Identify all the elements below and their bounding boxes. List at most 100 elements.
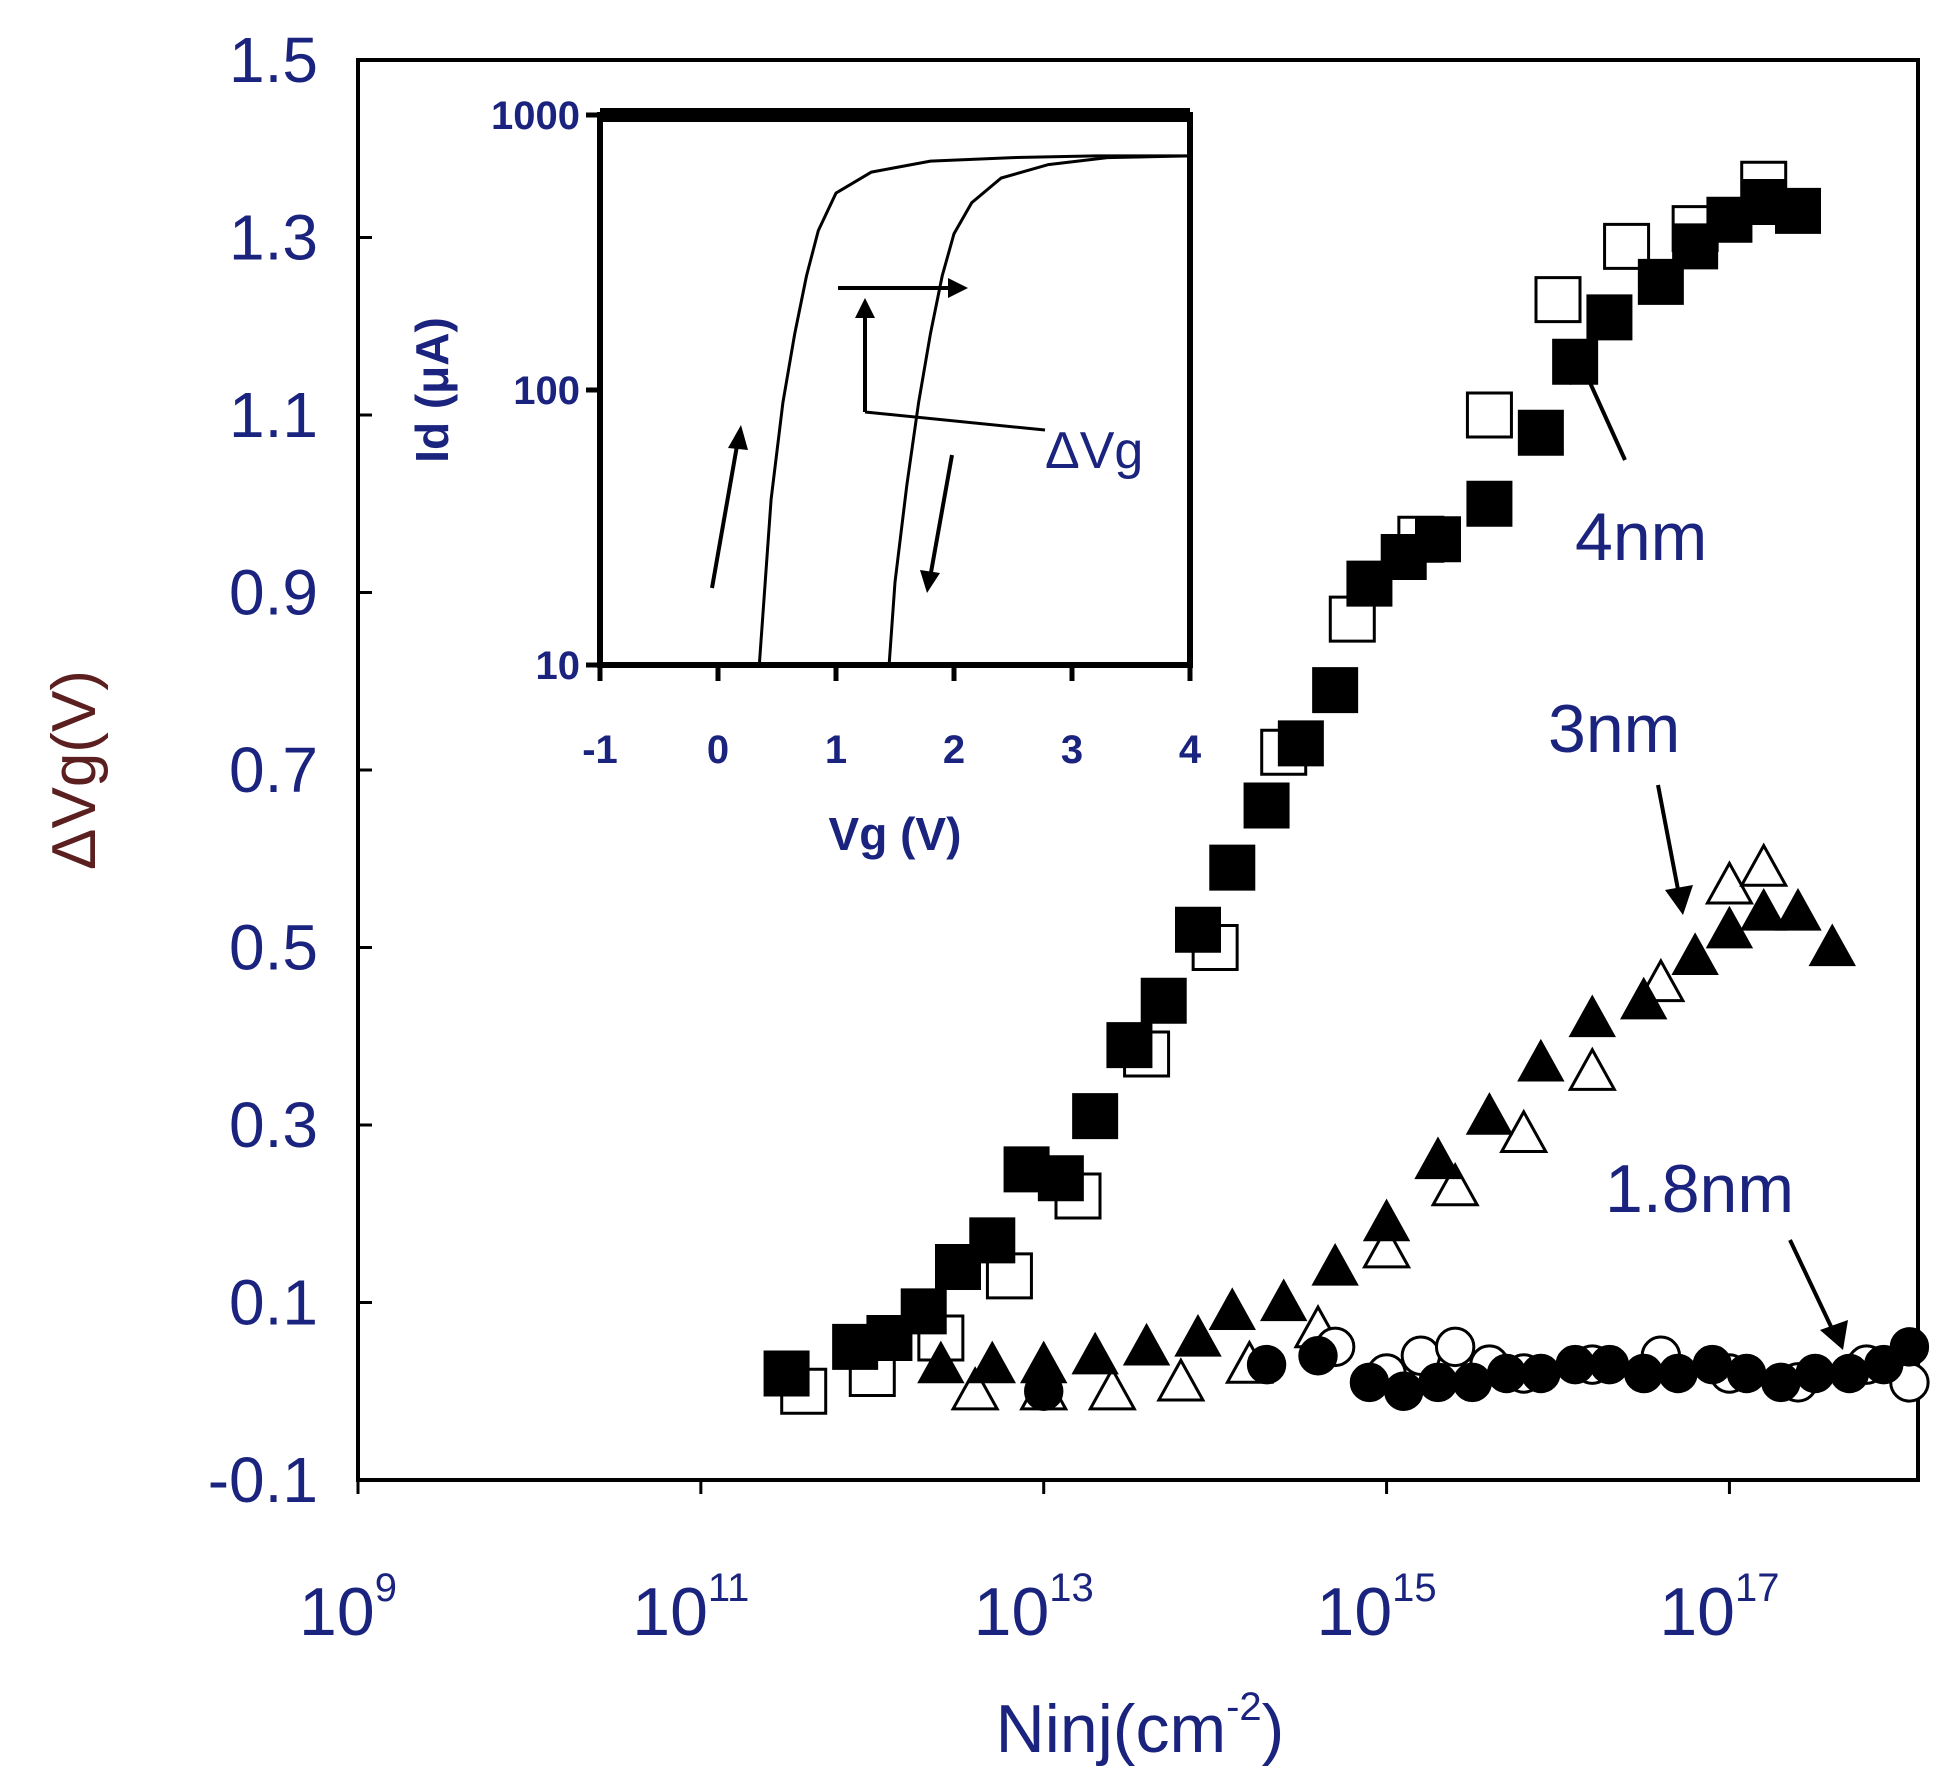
3nm-filled-point — [1620, 976, 1668, 1020]
y-tick-label: 0.9 — [229, 557, 318, 629]
3nm-filled-point — [1311, 1242, 1359, 1286]
annotation-3nm: 3nm — [1548, 691, 1680, 767]
y-axis-ticks: 1.5 1.3 1.1 0.9 0.7 0.5 0.3 0.1 -0.1 — [208, 24, 372, 1516]
y-tick-label: 1.3 — [229, 202, 318, 274]
1.8nm-filled-point — [1624, 1353, 1664, 1394]
series-layer — [763, 160, 1930, 1415]
y-tick-label: 0.3 — [229, 1089, 318, 1161]
4nm-open-point — [1534, 276, 1582, 324]
x-tick-label: 1015 — [1317, 1566, 1437, 1650]
4nm-filled-point — [1466, 480, 1513, 527]
inset-sweep-down-arrow — [928, 454, 954, 579]
inset-x-tick-label: -1 — [582, 728, 618, 772]
inset-dvg-horizontal-arrowhead — [948, 278, 968, 298]
1.8nm-filled-point — [1024, 1371, 1064, 1411]
1.8nm-filled-point — [1486, 1353, 1527, 1394]
3nm-filled-point — [1362, 1198, 1411, 1242]
inset-x-tick-label: 4 — [1179, 728, 1202, 772]
inset: -1 0 1 2 3 4 1000 100 10 Id (μA) Vg (V) ΔVg — [406, 94, 1202, 860]
3nm-filled-point — [1568, 994, 1616, 1038]
4nm-filled-point — [1072, 1093, 1119, 1140]
4nm-filled-point — [1243, 782, 1290, 829]
1.8nm-open-point — [1434, 1326, 1476, 1368]
annotation-1.8nm-arrow — [1788, 1239, 1837, 1336]
inset-curve-reverse — [887, 154, 1191, 666]
3nm-filled-point — [1671, 932, 1719, 975]
inset-dvg-vertical-arrowhead — [855, 298, 875, 318]
3nm-filled-point — [1465, 1092, 1514, 1135]
4nm-filled-point — [1775, 187, 1821, 234]
inset-ticks: -1 0 1 2 3 4 1000 100 10 — [491, 94, 1202, 772]
3nm-filled-point — [1208, 1287, 1256, 1330]
inset-x-tick-label: 2 — [943, 728, 965, 772]
annotation-4nm: 4nm — [1575, 499, 1707, 575]
1.8nm-filled-point — [1349, 1362, 1390, 1403]
y-tick-label: 1.5 — [229, 24, 318, 96]
annotation-4nm-arrow — [1580, 364, 1627, 461]
4nm-filled-point — [1312, 667, 1359, 714]
x-tick-label: 1013 — [974, 1566, 1094, 1650]
3nm-filled-point — [1174, 1313, 1222, 1357]
inset-sweep-up-arrowhead — [728, 425, 748, 450]
4nm-filled-point — [969, 1217, 1016, 1264]
4nm-filled-point — [1517, 409, 1564, 456]
inset-x-tick-label: 1 — [825, 728, 847, 772]
3nm-open-point — [1362, 1224, 1412, 1269]
3nm-open-point — [1087, 1366, 1137, 1411]
3nm-open-point — [1567, 1046, 1617, 1091]
3nm-open-point — [950, 1366, 1000, 1411]
1.8nm-filled-point — [1452, 1362, 1492, 1403]
inset-dvg-leader — [864, 410, 1046, 432]
4nm-filled-point — [1277, 720, 1324, 767]
inset-sweep-down-arrowhead — [920, 570, 940, 593]
4nm-filled-point — [1209, 844, 1256, 891]
x-axis-label: Ninj(cm-2) — [996, 1685, 1285, 1767]
3nm-filled-point — [1517, 1038, 1565, 1082]
3nm-open-point — [1704, 860, 1754, 905]
3nm-filled-point — [1740, 887, 1788, 931]
3nm-open-point — [1739, 842, 1789, 887]
3nm-filled-point — [1122, 1322, 1171, 1366]
4nm-filled-point — [900, 1288, 947, 1335]
x-axis-ticks: 109 1011 1013 1015 1017 — [299, 1480, 1779, 1650]
y-tick-label: 1.1 — [229, 379, 318, 451]
3nm-filled-point — [917, 1340, 965, 1384]
inset-y-axis-label: Id (μA) — [406, 317, 458, 463]
1.8nm-filled-point — [1761, 1362, 1801, 1403]
y-tick-label: 0.7 — [229, 734, 318, 806]
4nm-filled-point — [1140, 977, 1187, 1024]
4nm-filled-point — [1586, 294, 1633, 341]
inset-y-tick-label: 100 — [513, 369, 580, 413]
1.8nm-filled-point — [1418, 1362, 1458, 1403]
4nm-open-point — [1465, 391, 1513, 439]
3nm-filled-point — [1414, 1136, 1462, 1180]
1.8nm-filled-point — [1246, 1344, 1287, 1385]
4nm-filled-point — [1415, 516, 1461, 563]
y-tick-label: -0.1 — [208, 1444, 318, 1516]
3nm-filled-point — [968, 1340, 1016, 1384]
inset-y-tick-label: 1000 — [491, 94, 580, 138]
annotation-1.8nm: 1.8nm — [1605, 1151, 1794, 1227]
1.8nm-filled-point — [1658, 1353, 1698, 1394]
annotation-1.8nm-arrowhead — [1820, 1320, 1848, 1350]
1.8nm-filled-point — [1555, 1344, 1595, 1385]
3nm-open-point — [1499, 1108, 1549, 1153]
1.8nm-filled-point — [1889, 1327, 1930, 1367]
1.8nm-filled-point — [1589, 1344, 1630, 1385]
4nm-filled-point — [1037, 1155, 1084, 1202]
y-tick-label: 0.5 — [229, 912, 318, 984]
4nm-filled-point — [763, 1350, 810, 1397]
3nm-filled-point — [1260, 1278, 1308, 1322]
inset-curve-forward — [757, 154, 1190, 666]
3nm-filled-point — [1774, 887, 1822, 931]
inset-dvg-label: ΔVg — [1045, 422, 1143, 480]
inset-curves — [757, 154, 1191, 666]
3nm-open-point — [1156, 1357, 1206, 1402]
3nm-filled-point — [1705, 905, 1754, 949]
1.8nm-filled-point — [1795, 1353, 1835, 1394]
1.8nm-filled-point — [1692, 1344, 1732, 1385]
1.8nm-filled-point — [1829, 1353, 1870, 1394]
inset-x-tick-label: 3 — [1061, 728, 1083, 772]
1.8nm-filled-point — [1384, 1371, 1424, 1411]
